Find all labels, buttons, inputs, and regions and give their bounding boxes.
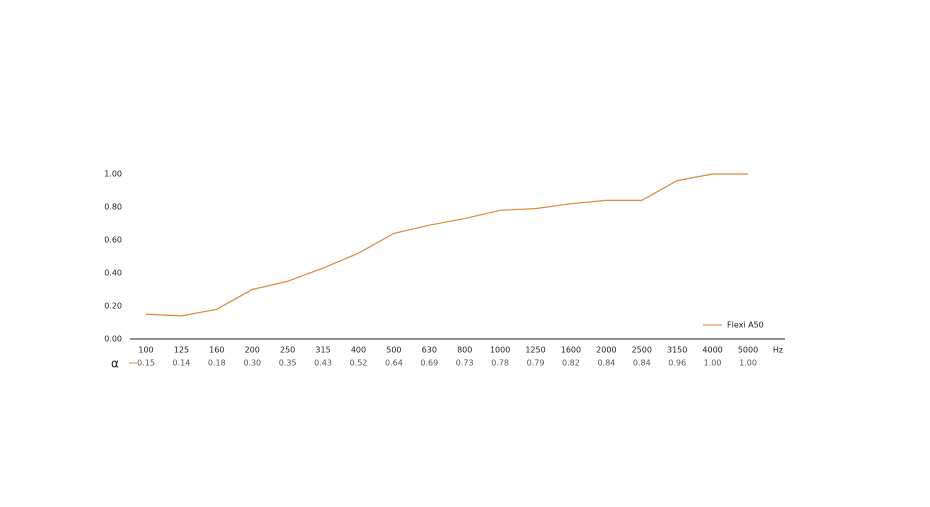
y-tick-label: 1.00 xyxy=(104,170,122,179)
value-symbol: α xyxy=(111,357,119,371)
value-label: 1.00 xyxy=(739,359,757,368)
value-label: 0.96 xyxy=(668,359,686,368)
x-tick-label: 125 xyxy=(174,346,189,355)
x-tick-label: 5000 xyxy=(738,346,758,355)
y-tick-label: 0.20 xyxy=(104,302,122,311)
value-label: 0.64 xyxy=(385,359,403,368)
x-tick-label: 100 xyxy=(138,346,153,355)
value-label: 0.18 xyxy=(208,359,226,368)
x-tick-label: 2500 xyxy=(632,346,652,355)
value-label: 0.43 xyxy=(314,359,332,368)
y-tick-label: 0.80 xyxy=(104,203,122,212)
value-label: 0.84 xyxy=(633,359,651,368)
x-tick-label: 315 xyxy=(315,346,330,355)
value-label: 0.30 xyxy=(243,359,261,368)
legend-label: Flexi A50 xyxy=(727,321,764,330)
value-label: 0.35 xyxy=(279,359,297,368)
x-tick-label: 630 xyxy=(422,346,437,355)
value-label: 0.78 xyxy=(491,359,509,368)
value-label: 0.69 xyxy=(420,359,438,368)
x-tick-label: 1250 xyxy=(525,346,545,355)
x-tick-label: 500 xyxy=(386,346,401,355)
value-label: 0.15 xyxy=(137,359,155,368)
x-tick-label: 3150 xyxy=(667,346,687,355)
x-tick-label: 1000 xyxy=(490,346,510,355)
y-tick-label: 0.00 xyxy=(104,335,122,344)
y-tick-label: 0.60 xyxy=(104,236,122,245)
value-label: 0.84 xyxy=(597,359,615,368)
value-label: 0.82 xyxy=(562,359,580,368)
value-label: 1.00 xyxy=(704,359,722,368)
x-unit: Hz xyxy=(773,346,783,355)
x-tick-label: 400 xyxy=(351,346,366,355)
data-line xyxy=(145,173,748,317)
x-tick-label: 200 xyxy=(245,346,260,355)
value-label: 0.52 xyxy=(350,359,368,368)
x-tick-label: 160 xyxy=(209,346,224,355)
x-tick-label: 2000 xyxy=(596,346,616,355)
x-tick-label: 800 xyxy=(457,346,472,355)
value-label: 0.79 xyxy=(527,359,545,368)
value-label: 0.14 xyxy=(173,359,191,368)
x-tick-label: 4000 xyxy=(702,346,722,355)
x-tick-label: 1600 xyxy=(561,346,581,355)
x-tick-label: 250 xyxy=(280,346,295,355)
value-label: 0.73 xyxy=(456,359,474,368)
y-tick-label: 0.40 xyxy=(104,269,122,278)
